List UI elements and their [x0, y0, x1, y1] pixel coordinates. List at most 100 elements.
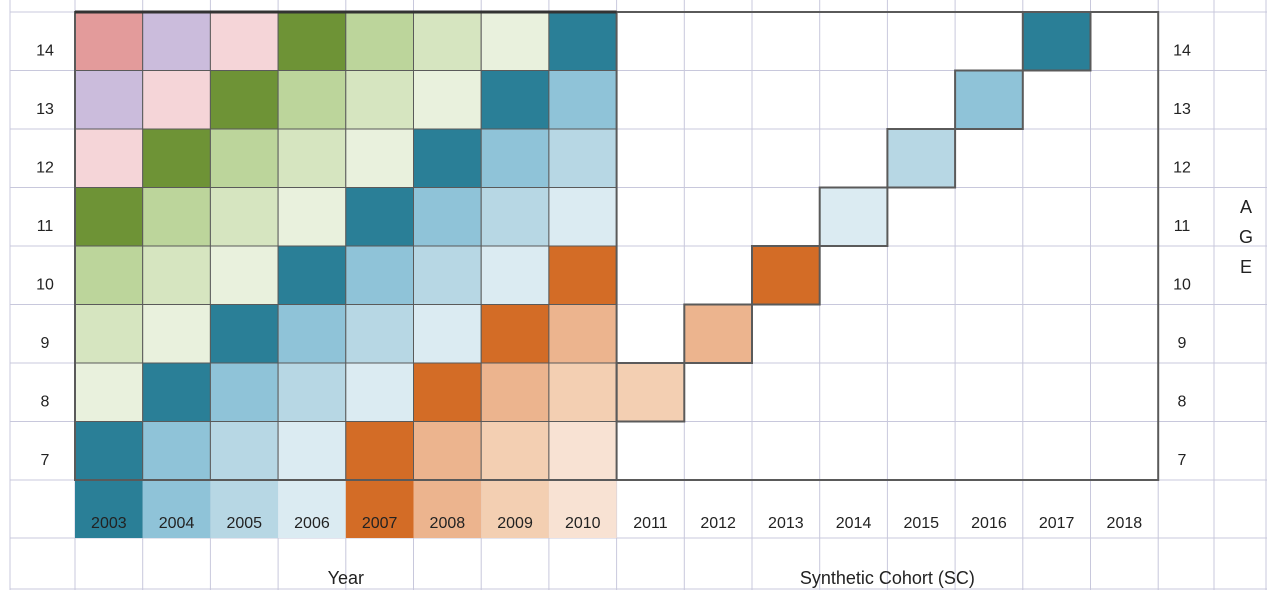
cohort-cell: [74, 245, 144, 305]
cohort-cell: [548, 128, 618, 188]
cohort-cell: [142, 187, 211, 247]
cohort-cell: [345, 128, 414, 188]
cohort-cell: [345, 11, 414, 71]
cohort-cell: [413, 70, 482, 130]
age-label-right: 9: [1178, 335, 1187, 352]
cohort-cell: [413, 128, 482, 188]
year-label: 2003: [91, 515, 127, 532]
cohort-cell: [345, 70, 414, 130]
year-header-fill: [548, 480, 617, 538]
cohort-cell: [142, 304, 211, 364]
cohort-cell: [277, 245, 347, 305]
cohort-cell: [74, 128, 144, 188]
cohort-cell: [209, 187, 279, 247]
cohort-cell: [345, 187, 414, 247]
year-header-fill: [413, 480, 482, 538]
cohort-cell: [480, 362, 550, 422]
synthetic-cohort-cell: [1021, 11, 1092, 72]
age-label-right: 12: [1173, 159, 1191, 176]
year-label: 2013: [768, 515, 804, 532]
cohort-cell: [480, 421, 550, 481]
age-label-right: 11: [1174, 218, 1191, 235]
cohort-cell: [548, 304, 618, 364]
age-label-left: 13: [36, 101, 54, 118]
cohort-cell: [345, 362, 414, 422]
synthetic-cohort-cell: [886, 128, 957, 189]
age-label-left: 8: [41, 393, 50, 410]
cohort-cell: [277, 421, 347, 481]
age-label-right: 8: [1178, 393, 1187, 410]
year-header-fill: [345, 480, 414, 538]
age-label-right: 7: [1178, 452, 1187, 469]
age-axis-letter: E: [1240, 257, 1252, 277]
cohort-cell: [345, 245, 414, 305]
age-label-left: 10: [36, 276, 54, 293]
year-label: 2005: [226, 515, 262, 532]
cohort-cell: [74, 187, 144, 247]
cohort-cell: [413, 421, 482, 481]
year-label: 2006: [294, 515, 330, 532]
age-label-left: 14: [36, 42, 54, 59]
cohort-cell: [480, 128, 550, 188]
age-label-right: 14: [1173, 42, 1191, 59]
cell-frames: [74, 10, 1160, 481]
cohort-cell: [480, 187, 550, 247]
cohort-cells: [74, 11, 1092, 538]
year-label: 2009: [497, 515, 533, 532]
age-axis-letter: A: [1240, 197, 1252, 217]
age-label-left: 9: [41, 335, 50, 352]
year-header-fill: [210, 480, 279, 538]
labels: 14 14 13 13 12 12 11 11 10 10 9 9 8 8 7 7 AGE 2003 2004 200…: [36, 42, 1253, 588]
year-header-fill: [75, 480, 143, 538]
cohort-cell: [142, 128, 211, 188]
cohort-cell: [277, 304, 347, 364]
cohort-cell: [480, 304, 550, 364]
cohort-cell: [209, 421, 279, 481]
cohort-cell: [277, 128, 347, 188]
year-label: 2016: [971, 515, 1007, 532]
cohort-cell: [277, 11, 347, 71]
year-label: 2004: [159, 515, 195, 532]
cohort-cell: [209, 70, 279, 130]
cohort-cell: [277, 362, 347, 422]
year-label: 2012: [700, 515, 736, 532]
synthetic-cohort-cell: [818, 186, 889, 247]
cohort-cell: [209, 304, 279, 364]
cohort-cell: [548, 187, 618, 247]
age-label-left: 11: [37, 218, 54, 235]
cohort-cell: [74, 362, 144, 422]
cohort-cell: [209, 362, 279, 422]
cohort-cell: [277, 70, 347, 130]
cohort-cell: [480, 70, 550, 130]
cohort-cell: [345, 304, 414, 364]
year-label: 2018: [1107, 515, 1143, 532]
age-label-left: 7: [41, 452, 50, 469]
year-label: 2007: [362, 515, 398, 532]
age-axis-letter: G: [1239, 227, 1253, 247]
synthetic-cohort-cell: [954, 69, 1024, 130]
cohort-cell: [480, 245, 550, 305]
year-header-fill: [142, 480, 211, 538]
year-header-fill: [278, 480, 346, 538]
cohort-cell: [74, 421, 144, 481]
cohort-cell: [142, 11, 211, 71]
year-label: 2014: [836, 515, 872, 532]
cohort-cell: [548, 70, 618, 130]
age-label-left: 12: [36, 159, 54, 176]
year-header-fill: [481, 480, 549, 538]
year-label: 2017: [1039, 515, 1075, 532]
group-label-year: Year: [328, 568, 364, 588]
age-label-right: 13: [1173, 101, 1191, 118]
cohort-cell: [142, 245, 211, 305]
year-label: 2011: [633, 515, 668, 532]
cohort-cell: [74, 11, 144, 71]
cohort-cell: [74, 70, 144, 130]
synthetic-cohort-cell: [751, 245, 821, 306]
cohort-cell: [548, 245, 618, 305]
synthetic-cohort-cell: [615, 362, 686, 423]
age-label-right: 10: [1173, 276, 1191, 293]
year-label: 2008: [430, 515, 466, 532]
cohort-cell: [345, 421, 414, 481]
cohort-cell: [142, 421, 211, 481]
